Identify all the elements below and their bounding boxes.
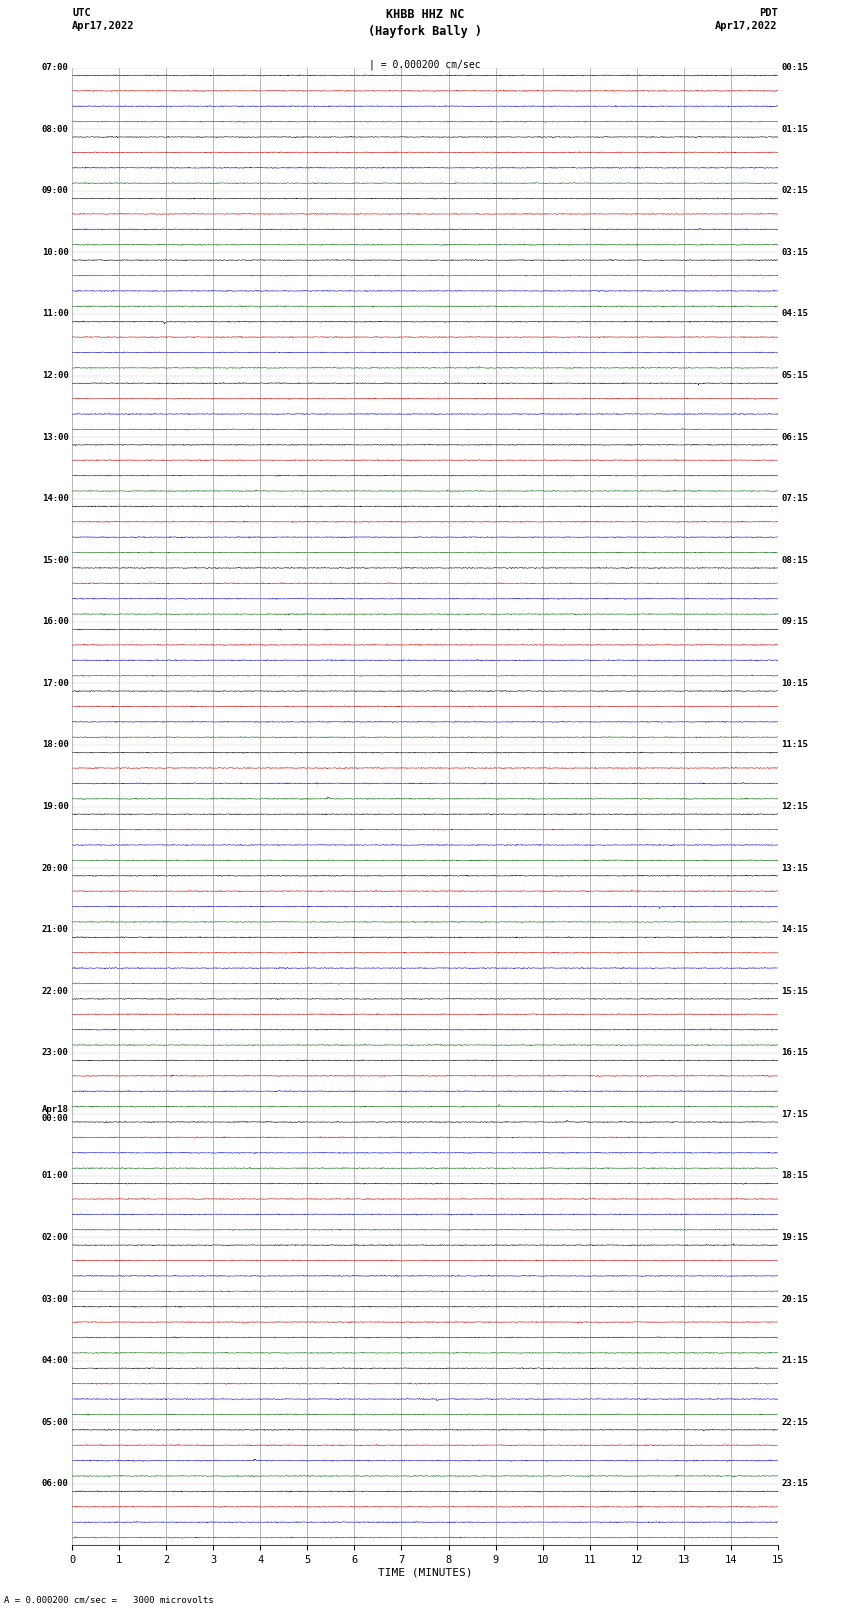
Text: 13:15: 13:15 [781, 863, 808, 873]
Text: 06:15: 06:15 [781, 432, 808, 442]
Text: 19:15: 19:15 [781, 1232, 808, 1242]
Text: 02:15: 02:15 [781, 187, 808, 195]
Text: 09:15: 09:15 [781, 618, 808, 626]
Text: 21:15: 21:15 [781, 1357, 808, 1365]
X-axis label: TIME (MINUTES): TIME (MINUTES) [377, 1568, 473, 1578]
Text: 11:00: 11:00 [42, 310, 69, 318]
Text: 22:15: 22:15 [781, 1418, 808, 1426]
Text: 19:00: 19:00 [42, 802, 69, 811]
Text: 07:00: 07:00 [42, 63, 69, 73]
Text: 23:00: 23:00 [42, 1048, 69, 1057]
Text: 16:00: 16:00 [42, 618, 69, 626]
Text: 10:15: 10:15 [781, 679, 808, 687]
Text: 03:00: 03:00 [42, 1295, 69, 1303]
Text: 02:00: 02:00 [42, 1232, 69, 1242]
Text: 09:00: 09:00 [42, 187, 69, 195]
Text: A = 0.000200 cm/sec =   3000 microvolts: A = 0.000200 cm/sec = 3000 microvolts [4, 1595, 214, 1605]
Text: PDT
Apr17,2022: PDT Apr17,2022 [715, 8, 778, 31]
Text: 00:15: 00:15 [781, 63, 808, 73]
Text: Apr18: Apr18 [42, 1105, 69, 1115]
Text: 05:00: 05:00 [42, 1418, 69, 1426]
Text: 14:00: 14:00 [42, 494, 69, 503]
Text: 04:00: 04:00 [42, 1357, 69, 1365]
Text: 00:00: 00:00 [42, 1115, 69, 1123]
Text: 17:15: 17:15 [781, 1110, 808, 1119]
Text: 05:15: 05:15 [781, 371, 808, 381]
Text: 12:00: 12:00 [42, 371, 69, 381]
Text: 18:00: 18:00 [42, 740, 69, 750]
Text: 20:00: 20:00 [42, 863, 69, 873]
Text: UTC
Apr17,2022: UTC Apr17,2022 [72, 8, 135, 31]
Text: 21:00: 21:00 [42, 926, 69, 934]
Text: 23:15: 23:15 [781, 1479, 808, 1489]
Text: 20:15: 20:15 [781, 1295, 808, 1303]
Text: 11:15: 11:15 [781, 740, 808, 750]
Text: 08:00: 08:00 [42, 124, 69, 134]
Text: 10:00: 10:00 [42, 248, 69, 256]
Text: 13:00: 13:00 [42, 432, 69, 442]
Text: 04:15: 04:15 [781, 310, 808, 318]
Text: 12:15: 12:15 [781, 802, 808, 811]
Text: 01:00: 01:00 [42, 1171, 69, 1181]
Text: 14:15: 14:15 [781, 926, 808, 934]
Text: 03:15: 03:15 [781, 248, 808, 256]
Text: 18:15: 18:15 [781, 1171, 808, 1181]
Text: KHBB HHZ NC
(Hayfork Bally ): KHBB HHZ NC (Hayfork Bally ) [368, 8, 482, 39]
Text: 17:00: 17:00 [42, 679, 69, 687]
Text: 06:00: 06:00 [42, 1479, 69, 1489]
Text: 15:00: 15:00 [42, 556, 69, 565]
Text: 01:15: 01:15 [781, 124, 808, 134]
Text: 22:00: 22:00 [42, 987, 69, 995]
Text: 16:15: 16:15 [781, 1048, 808, 1057]
Text: 08:15: 08:15 [781, 556, 808, 565]
Text: 15:15: 15:15 [781, 987, 808, 995]
Text: 07:15: 07:15 [781, 494, 808, 503]
Text: | = 0.000200 cm/sec: | = 0.000200 cm/sec [369, 60, 481, 71]
